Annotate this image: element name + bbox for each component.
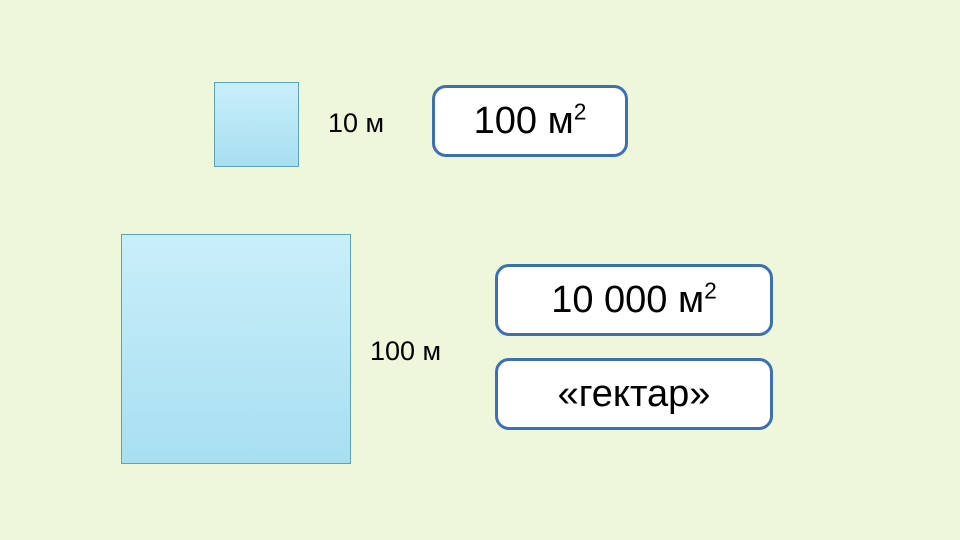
hectare-name-pill: «гектар»: [495, 358, 773, 430]
small-square-area-pill: 100 м2: [432, 85, 628, 157]
small-square-side-label: 10 м: [328, 108, 384, 139]
large-square-shape: [121, 234, 351, 464]
small-square-area-value: 100 м2: [474, 100, 587, 143]
large-square-area-value: 10 000 м2: [551, 279, 717, 322]
small-square-shape: [214, 82, 299, 167]
large-square-area-pill: 10 000 м2: [495, 264, 773, 336]
hectare-name-text: «гектар»: [558, 373, 711, 416]
large-square-side-label: 100 м: [370, 336, 441, 367]
